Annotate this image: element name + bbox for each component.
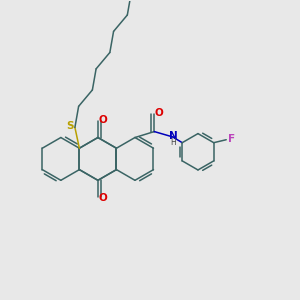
Text: O: O (99, 115, 107, 125)
Text: N: N (169, 131, 178, 141)
Text: H: H (171, 138, 176, 147)
Text: O: O (99, 193, 107, 202)
Text: O: O (155, 108, 164, 118)
Text: F: F (228, 134, 235, 144)
Text: S: S (66, 121, 74, 130)
